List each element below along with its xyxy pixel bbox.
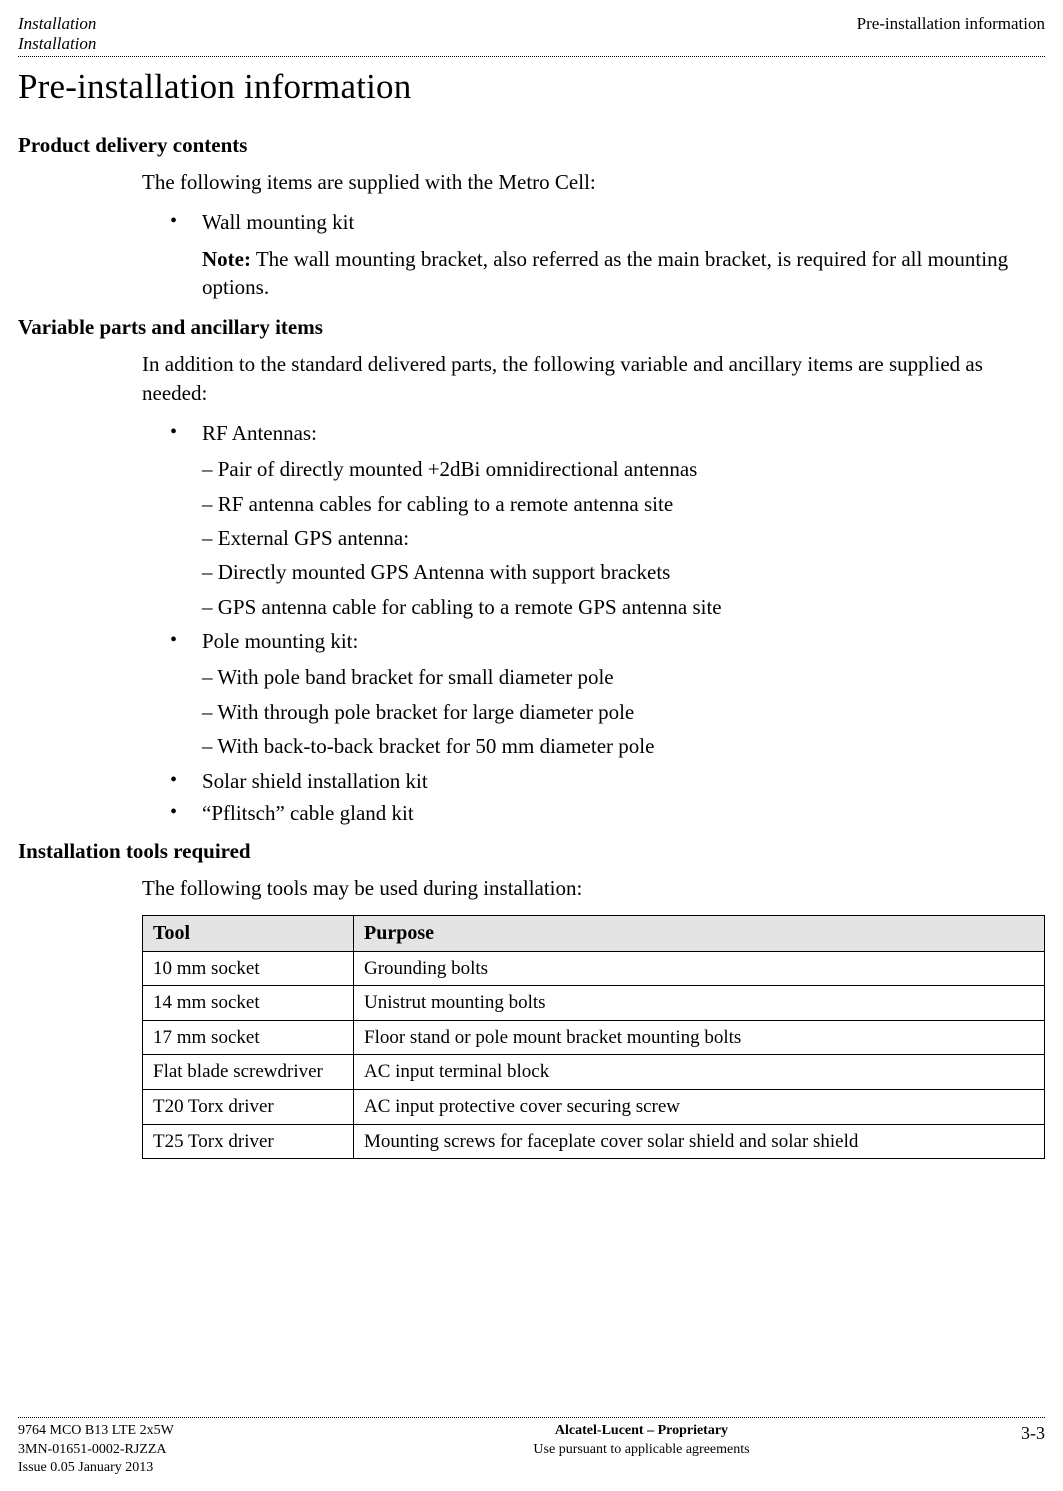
section-heading-installation-tools: Installation tools required [18,839,1045,864]
table-cell: Mounting screws for faceplate cover sola… [354,1124,1045,1159]
footer-rule [18,1417,1045,1418]
section2-rf-dash4: – Directly mounted GPS Antenna with supp… [202,558,1045,586]
section1-bullets: Wall mounting kit [142,208,1045,236]
running-header-right: Pre-installation information [857,14,1045,54]
table-row: 14 mm socket Unistrut mounting bolts [143,986,1045,1021]
section1-intro: The following items are supplied with th… [142,168,1045,196]
table-cell: 10 mm socket [143,951,354,986]
section2-bullets-pole: Pole mounting kit: [142,627,1045,655]
tool-table-head: Tool Purpose [143,915,1045,951]
tool-table: Tool Purpose 10 mm socket Grounding bolt… [142,915,1045,1160]
table-cell: Unistrut mounting bolts [354,986,1045,1021]
section1-note-label: Note: [202,247,251,271]
section-heading-product-delivery: Product delivery contents [18,133,1045,158]
page-footer: 9764 MCO B13 LTE 2x5W 3MN-01651-0002-RJZ… [18,1422,1045,1477]
section2-pole-dash3: – With back-to-back bracket for 50 mm di… [202,732,1045,760]
running-header-right-line1: Pre-installation information [857,14,1045,33]
section2-body: In addition to the standard delivered pa… [142,350,1045,827]
footer-left-line1: 9764 MCO B13 LTE 2x5W [18,1423,174,1438]
section2-bullet-pflitsch: “Pflitsch” cable gland kit [170,799,1045,827]
running-header: Installation Installation Pre-installati… [18,14,1045,54]
section2-bullet-pflitsch-text: “Pflitsch” cable gland kit [202,801,414,825]
running-header-left: Installation Installation [18,14,96,54]
section2-rf-dash2: – RF antenna cables for cabling to a rem… [202,490,1045,518]
section2-bullet-solar: Solar shield installation kit [170,767,1045,795]
section1-body: The following items are supplied with th… [142,168,1045,301]
section2-bullet-solar-text: Solar shield installation kit [202,769,428,793]
table-cell: T25 Torx driver [143,1124,354,1159]
table-cell: Grounding bolts [354,951,1045,986]
footer-center-plain: Use pursuant to applicable agreements [533,1442,749,1457]
footer-left-line3: Issue 0.05 January 2013 [18,1460,153,1475]
table-cell: Floor stand or pole mount bracket mounti… [354,1020,1045,1055]
section2-pole-dash1: – With pole band bracket for small diame… [202,663,1045,691]
header-rule [18,56,1045,57]
table-cell: T20 Torx driver [143,1090,354,1125]
section2-bullet-rf-label: RF Antennas: [202,421,317,445]
footer-center-bold: Alcatel-Lucent – Proprietary [555,1423,728,1438]
table-cell: Flat blade screwdriver [143,1055,354,1090]
section2-rf-dash5: – GPS antenna cable for cabling to a rem… [202,593,1045,621]
page-container: Installation Installation Pre-installati… [0,0,1063,1491]
tool-table-body: 10 mm socket Grounding bolts 14 mm socke… [143,951,1045,1159]
footer-left: 9764 MCO B13 LTE 2x5W 3MN-01651-0002-RJZ… [18,1422,278,1477]
section-heading-variable-parts: Variable parts and ancillary items [18,315,1045,340]
section2-intro: In addition to the standard delivered pa… [142,350,1045,407]
table-cell: AC input terminal block [354,1055,1045,1090]
table-cell: 14 mm socket [143,986,354,1021]
table-header-purpose: Purpose [354,915,1045,951]
section1-bullet-wall-mount: Wall mounting kit [170,208,1045,236]
running-header-left-line1: Installation [18,14,96,33]
page-title: Pre-installation information [18,67,1045,107]
table-row: T25 Torx driver Mounting screws for face… [143,1124,1045,1159]
table-header-tool: Tool [143,915,354,951]
section3-intro: The following tools may be used during i… [142,874,1045,902]
footer-center: Alcatel-Lucent – Proprietary Use pursuan… [278,1422,1005,1477]
section2-rf-dash1: – Pair of directly mounted +2dBi omnidir… [202,455,1045,483]
section1-note: Note: The wall mounting bracket, also re… [202,245,1045,302]
table-cell: AC input protective cover securing screw [354,1090,1045,1125]
running-header-left-line2: Installation [18,34,96,53]
footer-left-line2: 3MN-01651-0002-RJZZA [18,1442,167,1457]
page-footer-container: 9764 MCO B13 LTE 2x5W 3MN-01651-0002-RJZ… [18,1403,1045,1477]
section2-bullet-pole: Pole mounting kit: [170,627,1045,655]
table-row: 10 mm socket Grounding bolts [143,951,1045,986]
table-header-row: Tool Purpose [143,915,1045,951]
section2-rf-dash3: – External GPS antenna: [202,524,1045,552]
section2-bullets-last: Solar shield installation kit “Pflitsch”… [142,767,1045,828]
section2-bullet-pole-label: Pole mounting kit: [202,629,358,653]
section2-bullets: RF Antennas: [142,419,1045,447]
section2-pole-dash2: – With through pole bracket for large di… [202,698,1045,726]
table-row: 17 mm socket Floor stand or pole mount b… [143,1020,1045,1055]
section2-bullet-rf: RF Antennas: [170,419,1045,447]
footer-page-number: 3-3 [1005,1422,1045,1477]
section1-note-text: The wall mounting bracket, also referred… [202,247,1008,299]
table-row: Flat blade screwdriver AC input terminal… [143,1055,1045,1090]
table-cell: 17 mm socket [143,1020,354,1055]
section1-bullet-wall-mount-text: Wall mounting kit [202,210,354,234]
section3-body: The following tools may be used during i… [142,874,1045,1159]
table-row: T20 Torx driver AC input protective cove… [143,1090,1045,1125]
